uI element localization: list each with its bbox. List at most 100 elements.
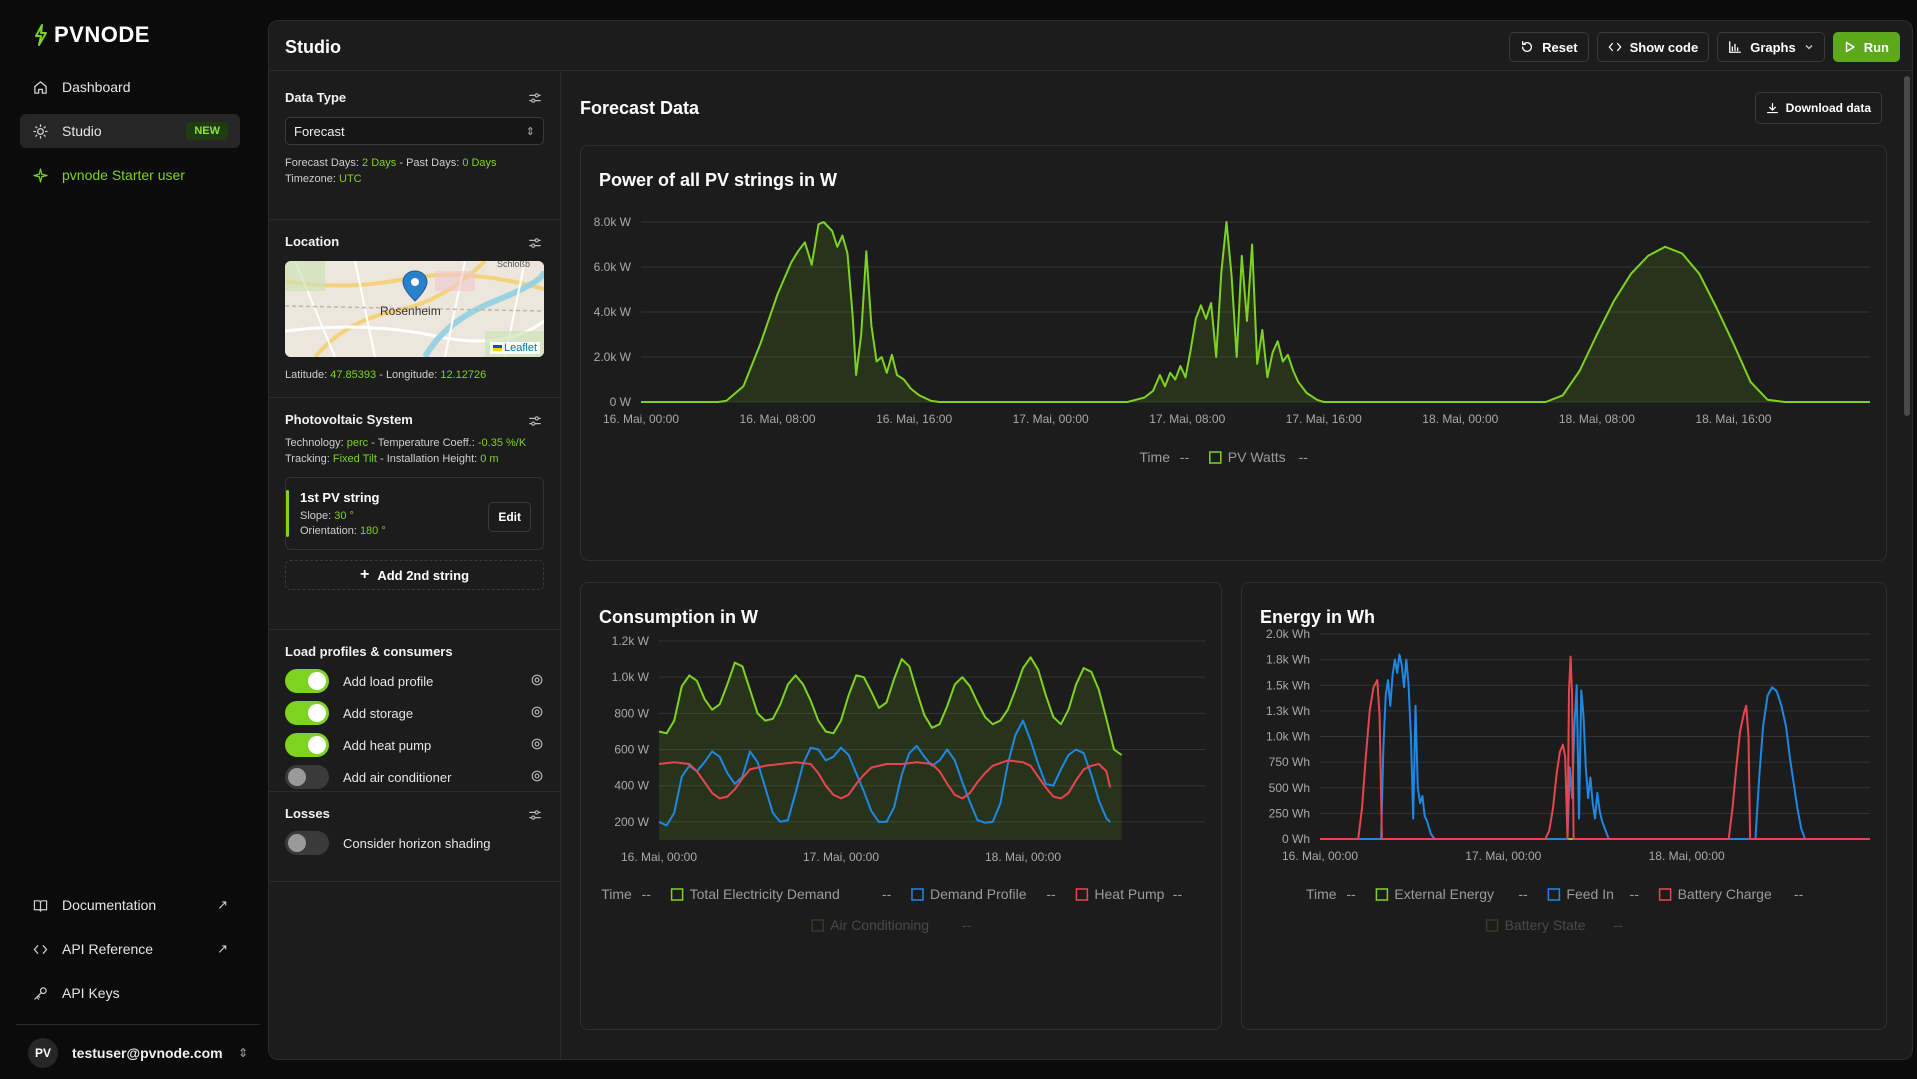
load-profile-toggle[interactable] <box>285 669 329 693</box>
legend-item-external-energy: External Energy -- <box>1375 886 1528 902</box>
gear-icon[interactable] <box>530 737 544 754</box>
add-string-button[interactable]: + Add 2nd string <box>285 560 544 590</box>
y-tick-label: 2.0k W <box>594 350 632 364</box>
y-tick-label: 6.0k W <box>594 260 632 274</box>
settings-sliders-icon[interactable] <box>528 414 542 431</box>
code-icon <box>1608 42 1621 52</box>
legend-value: -- <box>1173 886 1183 902</box>
legend-item-total-electricity-demand: Total Electricity Demand -- <box>670 886 892 902</box>
sidebar-item-api-keys[interactable]: API Keys <box>20 976 240 1010</box>
legend-swatch <box>911 888 924 901</box>
consumption-chart[interactable]: 200 W 400 W 600 W 800 W 1.0k W 1.2k W 16. Mai,… <box>581 583 1223 1031</box>
settings-sliders-icon[interactable] <box>528 91 542 108</box>
storage-toggle[interactable] <box>285 701 329 725</box>
graphs-label: Graphs <box>1750 39 1796 55</box>
reset-label: Reset <box>1542 39 1578 55</box>
legend-value: -- <box>642 886 652 902</box>
toggle-label: Add heat pump <box>343 737 432 753</box>
config-panel: Data Type Forecast ⇕ Forecast Days: 2 Da… <box>269 72 561 1059</box>
height-value: 0 m <box>480 453 499 465</box>
past-days-value: 0 Days <box>462 157 497 169</box>
legend-value: -- <box>1180 449 1190 465</box>
y-tick-label: 500 Wh <box>1269 781 1310 795</box>
brand-logo[interactable]: PVNODE <box>34 22 150 48</box>
download-icon <box>1766 102 1778 113</box>
forecast-area: Forecast Data Download data 0 W 2.0k W 4.0… <box>562 72 1902 1059</box>
chart-title: Consumption in W <box>599 607 758 627</box>
show-code-button[interactable]: Show code <box>1596 32 1710 62</box>
scrollbar[interactable] <box>1904 76 1910 416</box>
latitude-value: 47.85393 <box>330 369 377 381</box>
legend-item-time: Time -- <box>1306 886 1356 902</box>
series-line-feed-in <box>1320 653 1870 840</box>
reset-button[interactable]: Reset <box>1509 32 1589 62</box>
sidebar-item-studio[interactable]: Studio NEW <box>20 114 240 148</box>
legend-value: -- <box>1299 449 1309 465</box>
play-icon <box>1845 41 1855 53</box>
legend-value: -- <box>1630 886 1640 902</box>
settings-sliders-icon[interactable] <box>528 236 542 253</box>
gear-icon[interactable] <box>530 705 544 722</box>
avatar: PV <box>28 1038 58 1068</box>
air-conditioner-toggle[interactable] <box>285 765 329 789</box>
divider <box>16 1024 260 1025</box>
x-tick-label: 16. Mai, 16:00 <box>876 412 952 426</box>
sidebar-item-dashboard[interactable]: Dashboard <box>20 70 240 104</box>
legend-swatch <box>1209 451 1222 464</box>
longitude-label: - Longitude: <box>379 369 438 381</box>
gear-icon[interactable] <box>530 673 544 690</box>
series-line-heat-pump <box>658 759 1112 800</box>
edit-string-button[interactable]: Edit <box>488 502 531 532</box>
x-tick-label: 18. Mai, 00:00 <box>1649 849 1725 863</box>
user-menu[interactable]: PV testuser@pvnode.com ⇕ <box>28 1038 248 1068</box>
y-tick-label: 1.0k W <box>612 670 650 684</box>
past-days-label: - Past Days: <box>399 157 460 169</box>
leaflet-link[interactable]: Leaflet <box>503 342 537 354</box>
download-data-button[interactable]: Download data <box>1754 92 1882 124</box>
horizon-shading-toggle[interactable] <box>285 831 329 855</box>
data-type-select[interactable]: Forecast ⇕ <box>285 117 544 145</box>
user-email: testuser@pvnode.com <box>72 1045 223 1061</box>
graphs-dropdown[interactable]: Graphs <box>1717 32 1825 62</box>
x-tick-label: 18. Mai, 08:00 <box>1559 412 1635 426</box>
pv-power-chart[interactable]: 0 W 2.0k W 4.0k W 6.0k W 8.0k W 16. Mai, 00:0… <box>581 146 1888 562</box>
load-profiles-section: Load profiles & consumers Add load profi… <box>269 630 560 792</box>
height-label: - Installation Height: <box>379 453 478 465</box>
chevron-up-down-icon: ⇕ <box>237 1046 248 1060</box>
external-link-icon: ↗ <box>217 897 228 912</box>
sidebar-bottom-nav: Documentation ↗ API Reference ↗ API Keys <box>20 888 240 1020</box>
legend-label: Time <box>1306 886 1337 902</box>
slope-label: Slope: <box>300 510 332 522</box>
logo-text: PVNODE <box>54 22 150 47</box>
flag-icon <box>492 345 502 351</box>
legend-label: Time <box>1139 449 1170 465</box>
legend-label: Feed In <box>1566 886 1613 902</box>
x-tick-label: 17. Mai, 08:00 <box>1149 412 1225 426</box>
pvnode-logo-icon <box>35 24 47 46</box>
page-title: Studio <box>285 37 341 57</box>
chart-card-energy: 0 Wh 250 Wh 500 Wh 750 Wh 1.0k Wh 1.3k Wh 1.5k… <box>1241 582 1887 1030</box>
heat-pump-toggle[interactable] <box>285 733 329 757</box>
sidebar-item-api-reference[interactable]: API Reference ↗ <box>20 932 240 966</box>
sidebar-item-plan[interactable]: pvnode Starter user <box>20 158 240 192</box>
reset-icon <box>1522 41 1533 53</box>
leaflet-attribution[interactable]: Leaflet <box>489 342 540 354</box>
location-map[interactable]: Rosenheim Schloßb Leaflet <box>285 261 544 357</box>
legend-label: PV Watts <box>1228 449 1286 465</box>
x-tick-label: 17. Mai, 00:00 <box>1013 412 1089 426</box>
map-place-label-corner: Schloßb <box>497 261 530 269</box>
legend-item-time: Time -- <box>601 886 651 902</box>
legend-item-time: Time -- <box>1139 449 1189 465</box>
y-tick-label: 0 W <box>610 395 632 409</box>
toggle-row-storage: Add storage <box>285 697 544 729</box>
run-button[interactable]: Run <box>1832 32 1900 62</box>
y-tick-label: 1.8k Wh <box>1266 653 1310 667</box>
legend-row: Time -- Total Electricity Demand -- Demand P… <box>601 886 1182 902</box>
toggle-row-air-conditioner: Add air conditioner <box>285 761 544 793</box>
sidebar-item-documentation[interactable]: Documentation ↗ <box>20 888 240 922</box>
settings-sliders-icon[interactable] <box>528 808 542 825</box>
gear-icon[interactable] <box>530 769 544 786</box>
energy-chart[interactable]: 0 Wh 250 Wh 500 Wh 750 Wh 1.0k Wh 1.3k Wh 1.5k… <box>1242 583 1888 1031</box>
series-line-pv-watts <box>641 221 1870 403</box>
new-badge: NEW <box>186 122 228 140</box>
